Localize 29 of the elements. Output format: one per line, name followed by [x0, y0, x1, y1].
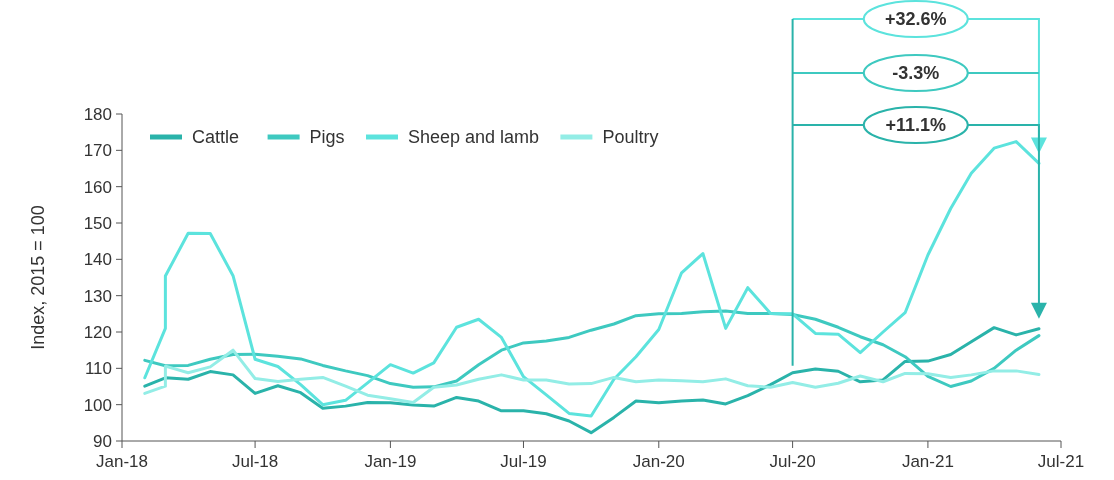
- line-series: [143, 309, 1041, 389]
- x-tick-label: Jan-19: [364, 452, 417, 471]
- y-tick-label: 120: [83, 322, 112, 342]
- annotation: +11.1%: [885, 115, 947, 136]
- x-tick-label: Jul-20: [769, 452, 816, 471]
- legend-label: Pigs: [309, 127, 345, 147]
- y-tick-label: 160: [83, 177, 112, 197]
- text: +32.6%: [884, 9, 947, 30]
- y-axis-title: Index, 2015 = 100: [28, 205, 48, 350]
- x-tick-label: Jan-18: [96, 452, 148, 471]
- y-tick-label: 150: [83, 213, 112, 233]
- x-tick-label: Jan-21: [901, 452, 954, 471]
- x-tick-label: Jan-20: [632, 452, 685, 471]
- y-tick-label: 110: [84, 359, 112, 379]
- line-series: [143, 348, 1041, 404]
- legend-label: Cattle: [192, 127, 240, 147]
- y-tick-label: 90: [93, 431, 112, 451]
- text: -3.3%: [892, 63, 940, 84]
- x-tick-label: Jul-19: [500, 452, 547, 471]
- x-tick-label: Jul-21: [1037, 452, 1085, 471]
- y-tick-label: 100: [83, 395, 112, 415]
- y-tick-label: 180: [83, 104, 112, 124]
- y-tick-label: 130: [83, 286, 112, 306]
- legend-label: Sheep and lamb: [408, 127, 540, 147]
- x-tick-label: Jul-18: [231, 452, 279, 471]
- line-series: [143, 326, 1041, 435]
- y-tick-label: 170: [83, 141, 112, 161]
- legend-label: Poultry: [602, 127, 659, 147]
- y-tick-label: 140: [83, 250, 112, 270]
